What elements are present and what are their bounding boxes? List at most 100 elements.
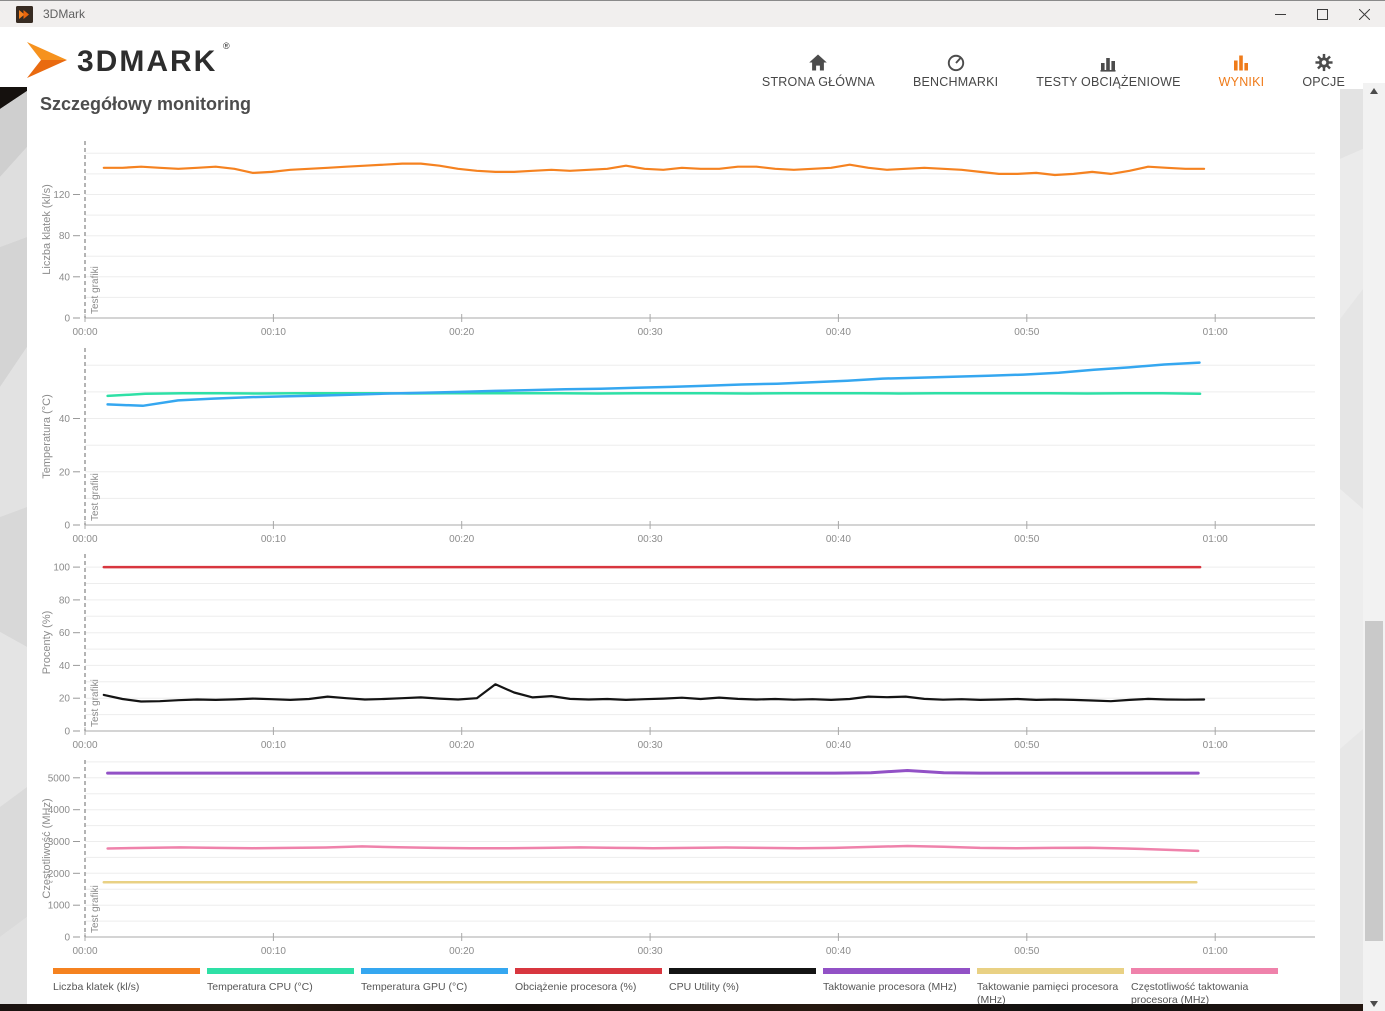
- svg-text:80: 80: [59, 595, 71, 606]
- svg-text:Procenty (%): Procenty (%): [41, 611, 53, 675]
- svg-text:00:30: 00:30: [638, 534, 663, 545]
- svg-text:00:40: 00:40: [826, 534, 851, 545]
- titlebar: 3DMark: [0, 1, 1385, 27]
- legend-swatch: [823, 968, 970, 974]
- svg-text:Liczba klatek (kl/s): Liczba klatek (kl/s): [41, 184, 53, 274]
- home-icon: [809, 54, 828, 71]
- legend-label: Obciążenie procesora (%): [515, 981, 637, 993]
- svg-text:1000: 1000: [48, 901, 71, 912]
- nav-item-benchmarki[interactable]: BENCHMARKI: [913, 53, 998, 89]
- content-panel: Szczegółowy monitoring 0 40 80 120 00:00 00:1…: [27, 89, 1340, 1011]
- minimize-button[interactable]: [1259, 1, 1301, 27]
- svg-text:00:10: 00:10: [261, 740, 286, 751]
- chart-czestotliwosc: 0 1000 2000 3000 4000 5000 00:00 00:10 00:20 00:3…: [40, 750, 1325, 957]
- svg-text:Częstotliwość (MHz): Częstotliwość (MHz): [41, 798, 53, 898]
- svg-text:00:40: 00:40: [826, 327, 851, 338]
- nav-label: BENCHMARKI: [912, 75, 999, 89]
- svg-text:01:00: 01:00: [1203, 327, 1228, 338]
- legend-label: Temperatura CPU (°C): [207, 981, 313, 993]
- legend-swatch: [977, 968, 1124, 974]
- bar-chart-icon: [1100, 58, 1116, 72]
- nav-item-strona-glowna[interactable]: STRONA GŁÓWNA: [762, 53, 875, 89]
- svg-text:00:10: 00:10: [261, 534, 286, 545]
- legend-item-temperatura-cpu: Temperatura CPU (°C): [207, 968, 354, 1007]
- nav-label: OPCJE: [1302, 75, 1345, 89]
- svg-text:00:30: 00:30: [638, 327, 663, 338]
- svg-text:3000: 3000: [48, 837, 71, 848]
- svg-text:00:10: 00:10: [261, 327, 286, 338]
- nav-item-testy-obciazeniowe[interactable]: TESTY OBCIĄŻENIOWE: [1036, 53, 1180, 89]
- svg-text:00:00: 00:00: [72, 946, 97, 957]
- legend-swatch: [1131, 968, 1278, 974]
- svg-text:0: 0: [64, 521, 70, 532]
- arrow-down-icon: [1370, 1001, 1378, 1007]
- svg-text:00:20: 00:20: [449, 327, 474, 338]
- window-title: 3DMark: [43, 7, 86, 21]
- svg-text:20: 20: [59, 467, 71, 478]
- legend-label: Taktowanie procesora (MHz): [823, 981, 957, 993]
- app-icon: [16, 5, 33, 23]
- svg-text:60: 60: [59, 628, 71, 639]
- svg-text:5000: 5000: [48, 773, 71, 784]
- svg-text:40: 40: [59, 661, 71, 672]
- arrow-up-icon: [1370, 88, 1378, 94]
- svg-text:Test grafiki: Test grafiki: [90, 885, 101, 933]
- svg-text:00:50: 00:50: [1014, 740, 1039, 751]
- legend-swatch: [515, 968, 662, 974]
- maximize-button[interactable]: [1301, 1, 1343, 27]
- chart-procenty: 0 20 40 60 80 100 00:00 00:10 00:20 00:30 00:40 00:…: [40, 544, 1325, 751]
- svg-text:00:40: 00:40: [826, 740, 851, 751]
- svg-text:00:30: 00:30: [638, 946, 663, 957]
- scrollbar[interactable]: [1363, 83, 1385, 1011]
- svg-text:Temperatura (°C): Temperatura (°C): [41, 394, 53, 478]
- legend-swatch: [361, 968, 508, 974]
- gauge-icon: [947, 54, 964, 72]
- nav-label: STRONA GŁÓWNA: [761, 75, 875, 89]
- right-background-art: [1340, 89, 1363, 1011]
- svg-text:00:50: 00:50: [1014, 534, 1039, 545]
- svg-text:Test grafiki: Test grafiki: [90, 473, 101, 521]
- legend-item-liczba-klatek: Liczba klatek (kl/s): [53, 968, 200, 1007]
- legend-label: CPU Utility (%): [669, 981, 739, 993]
- legend-item-czestotliwosc-taktowania: Częstotliwość taktowania procesora (MHz): [1131, 968, 1278, 1007]
- svg-text:01:00: 01:00: [1203, 946, 1228, 957]
- svg-text:120: 120: [53, 190, 70, 201]
- nav-item-wyniki[interactable]: WYNIKI: [1219, 53, 1265, 89]
- svg-text:01:00: 01:00: [1203, 740, 1228, 751]
- legend-swatch: [669, 968, 816, 974]
- 3dmark-logo: 3DMARK ®: [27, 41, 230, 78]
- svg-text:0: 0: [64, 314, 70, 325]
- chart-legend: Liczba klatek (kl/s) Temperatura CPU (°C…: [53, 968, 1285, 1007]
- svg-text:100: 100: [53, 563, 70, 574]
- svg-text:00:00: 00:00: [72, 740, 97, 751]
- legend-swatch: [53, 968, 200, 974]
- svg-text:2000: 2000: [48, 869, 71, 880]
- bottom-edge-art: [0, 1004, 1363, 1011]
- legend-label: Częstotliwość taktowania procesora (MHz): [1131, 981, 1249, 1006]
- legend-label: Taktowanie pamięci procesora (MHz): [977, 981, 1119, 1006]
- scrollbar-up-arrow[interactable]: [1363, 83, 1385, 99]
- scrollbar-thumb[interactable]: [1365, 621, 1383, 941]
- svg-text:®: ®: [223, 41, 230, 51]
- legend-item-obciazenie-procesora: Obciążenie procesora (%): [515, 968, 662, 1007]
- close-button[interactable]: [1343, 1, 1385, 27]
- svg-text:00:00: 00:00: [72, 327, 97, 338]
- svg-text:40: 40: [59, 414, 71, 425]
- nav-label: WYNIKI: [1218, 75, 1265, 89]
- svg-text:00:20: 00:20: [449, 534, 474, 545]
- svg-text:20: 20: [59, 694, 71, 705]
- legend-swatch: [207, 968, 354, 974]
- svg-text:0: 0: [64, 933, 70, 944]
- legend-label: Liczba klatek (kl/s): [53, 981, 140, 993]
- chart-liczba-klatek: 0 40 80 120 00:00 00:10 00:20 00:30 00:40 00:50 01…: [40, 131, 1325, 338]
- svg-text:Test grafiki: Test grafiki: [90, 266, 101, 314]
- nav-item-opcje[interactable]: OPCJE: [1302, 53, 1345, 89]
- svg-text:00:40: 00:40: [826, 946, 851, 957]
- chart-temperatura: 0 20 40 00:00 00:10 00:20 00:30 00:40 00:50 01:00…: [40, 338, 1325, 545]
- svg-text:4000: 4000: [48, 805, 71, 816]
- svg-text:0: 0: [64, 727, 70, 738]
- svg-text:00:20: 00:20: [449, 740, 474, 751]
- legend-item-taktowanie-pamieci: Taktowanie pamięci procesora (MHz): [977, 968, 1124, 1007]
- scrollbar-down-arrow[interactable]: [1363, 996, 1385, 1011]
